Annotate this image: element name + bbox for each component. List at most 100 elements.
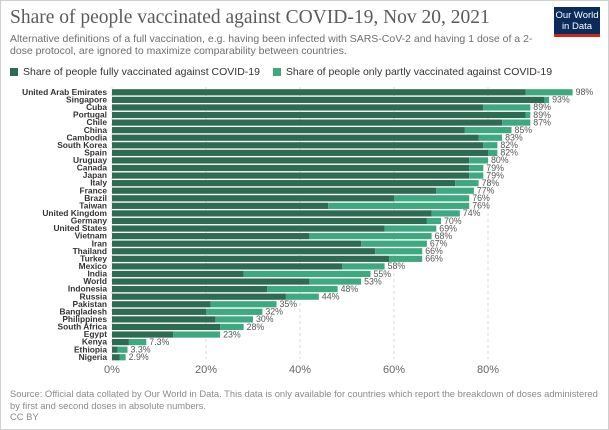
chart-title: Share of people vaccinated against COVID… — [10, 7, 490, 28]
bar-full-indonesia — [112, 286, 268, 293]
value-label-mexico: 58% — [388, 261, 406, 271]
bar-full-philippines — [112, 316, 216, 323]
category-label-united-states: United States — [53, 223, 107, 233]
category-label-south-africa: South Africa — [58, 322, 108, 332]
category-label-spain: Spain — [84, 147, 107, 157]
category-label-turkey: Turkey — [80, 253, 107, 263]
category-label-thailand: Thailand — [73, 246, 107, 256]
chart-legend: Share of people fully vaccinated against… — [10, 66, 562, 78]
category-label-nigeria: Nigeria — [79, 352, 108, 362]
x-tick-label-20: 20% — [195, 364, 217, 376]
bar-full-egypt — [112, 331, 174, 338]
legend-swatch-full — [10, 68, 18, 76]
value-label-spain: 82% — [500, 148, 518, 158]
bar-full-japan — [112, 172, 470, 179]
bar-partial-thailand — [375, 248, 423, 255]
bar-partial-iran — [361, 240, 427, 247]
bar-partial-cambodia — [478, 134, 503, 141]
category-label-taiwan: Taiwan — [79, 200, 107, 210]
x-tick-label-0: 0% — [104, 364, 120, 376]
logo-line-1: Our World — [555, 10, 599, 21]
bar-partial-japan — [469, 172, 484, 179]
value-label-indonesia: 48% — [341, 284, 359, 294]
bar-partial-uruguay — [469, 157, 488, 164]
category-label-china: China — [84, 125, 108, 135]
bar-full-thailand — [112, 248, 376, 255]
bar-full-cuba — [112, 104, 484, 111]
category-label-india: India — [87, 269, 107, 279]
bar-full-brazil — [112, 195, 394, 202]
category-label-vietnam: Vietnam — [75, 231, 107, 241]
value-label-pakistan: 35% — [280, 299, 298, 309]
value-label-thailand: 66% — [425, 246, 443, 256]
bar-partial-brazil — [394, 195, 470, 202]
bar-partial-pakistan — [210, 301, 277, 308]
category-label-uruguay: Uruguay — [73, 155, 107, 165]
bar-partial-france — [436, 187, 474, 194]
bar-partial-turkey — [389, 255, 423, 262]
bar-full-spain — [112, 149, 488, 156]
category-label-brazil: Brazil — [84, 193, 107, 203]
bar-full-uruguay — [112, 157, 470, 164]
category-label-italy: Italy — [90, 178, 107, 188]
bar-full-chile — [112, 119, 503, 126]
bar-partial-chile — [502, 119, 531, 126]
bar-full-ethiopia — [112, 346, 118, 353]
category-label-south-korea: South Korea — [57, 140, 107, 150]
category-label-russia: Russia — [80, 291, 108, 301]
x-tick-label-40: 40% — [289, 364, 311, 376]
value-label-bangladesh: 32% — [265, 307, 283, 317]
x-tick-label-80: 80% — [477, 364, 499, 376]
category-label-pakistan: Pakistan — [73, 299, 107, 309]
chart-footer: Source: Official data collated by Our Wo… — [10, 388, 600, 423]
category-label-singapore: Singapore — [66, 94, 107, 104]
bar-full-south-korea — [112, 142, 484, 149]
value-label-philippines: 30% — [256, 314, 274, 324]
bar-full-united-arab-emirates — [112, 89, 526, 96]
value-label-cuba: 89% — [533, 102, 551, 112]
bar-full-russia — [112, 293, 286, 300]
bar-full-pakistan — [112, 301, 211, 308]
bar-partial-canada — [469, 164, 484, 172]
value-label-india: 55% — [374, 269, 392, 279]
bar-partial-south-africa — [220, 323, 244, 331]
bar-partial-taiwan — [328, 202, 470, 209]
value-label-world: 53% — [364, 276, 382, 286]
bar-partial-russia — [285, 293, 319, 300]
bar-partial-united-arab-emirates — [525, 89, 573, 96]
category-label-bangladesh: Bangladesh — [60, 306, 107, 316]
category-label-cambodia: Cambodia — [67, 132, 108, 142]
legend-item-full[interactable]: Share of people fully vaccinated against… — [10, 66, 260, 78]
value-label-vietnam: 68% — [435, 231, 453, 241]
bar-full-iran — [112, 240, 362, 247]
legend-item-partial[interactable]: Share of people only partly vaccinated a… — [272, 66, 552, 78]
value-label-kenya: 7.3% — [149, 337, 169, 347]
bar-partial-ethiopia — [117, 346, 128, 353]
owid-logo[interactable]: Our World in Data — [554, 7, 600, 37]
x-tick-label-60: 60% — [383, 364, 405, 376]
bar-partial-bangladesh — [206, 308, 263, 315]
bar-partial-kenya — [128, 339, 147, 346]
bar-partial-egypt — [173, 331, 221, 338]
value-label-united-kingdom: 74% — [463, 208, 481, 218]
category-label-canada: Canada — [77, 163, 108, 173]
category-label-ethiopia: Ethiopia — [74, 344, 107, 354]
category-label-iran: Iran — [92, 238, 107, 248]
value-label-canada: 79% — [486, 163, 504, 173]
value-label-ethiopia: 3.3% — [131, 344, 151, 354]
bar-partial-united-kingdom — [431, 210, 460, 217]
bar-full-united-kingdom — [112, 210, 432, 217]
value-label-uruguay: 80% — [491, 155, 509, 165]
value-label-italy: 78% — [482, 178, 500, 188]
category-label-united-arab-emirates: United Arab Emirates — [22, 87, 107, 97]
bar-partial-cuba — [483, 104, 531, 111]
value-label-germany: 70% — [444, 216, 462, 226]
bar-full-south-africa — [112, 323, 221, 331]
source-note: Source: Official data collated by Our Wo… — [10, 388, 598, 411]
bar-partial-singapore — [544, 96, 550, 103]
bar-partial-china — [464, 127, 512, 134]
bar-partial-south-korea — [483, 142, 498, 149]
value-label-singapore: 93% — [552, 95, 570, 105]
category-label-germany: Germany — [71, 216, 108, 226]
